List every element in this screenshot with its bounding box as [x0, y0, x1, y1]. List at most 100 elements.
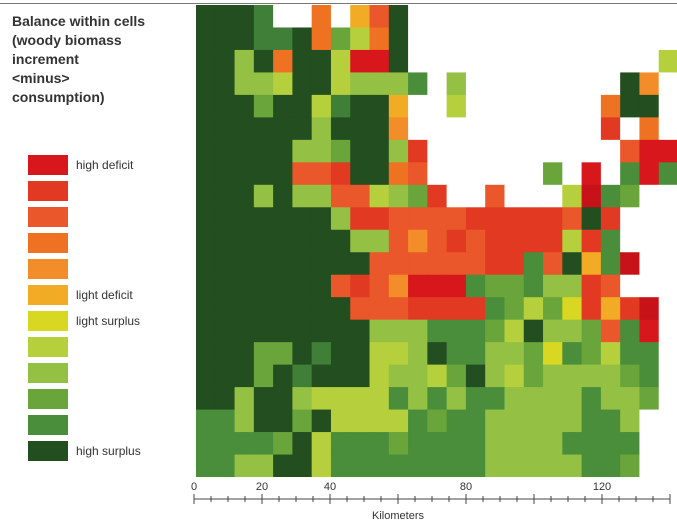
grid-cell — [273, 454, 293, 477]
grid-cell — [253, 319, 274, 343]
grid-cell — [330, 297, 351, 321]
grid-cell — [408, 319, 428, 343]
scale-tick-80: 80 — [459, 481, 473, 493]
grid-cell — [369, 27, 390, 51]
grid-cell — [408, 274, 428, 298]
grid-cell — [369, 72, 390, 96]
grid-cell — [350, 27, 371, 51]
grid-cell — [369, 5, 390, 28]
grid-cell — [292, 117, 313, 141]
grid-cell — [504, 162, 525, 186]
grid-cell — [639, 252, 660, 276]
grid-cell — [523, 184, 544, 208]
grid-cell — [504, 5, 525, 28]
grid-cell — [600, 184, 621, 208]
grid-cell — [369, 252, 390, 276]
grid-cell — [292, 252, 313, 276]
grid-cell — [215, 27, 236, 51]
grid-cell — [523, 49, 544, 73]
grid-cell — [253, 432, 274, 456]
grid-cell — [639, 72, 660, 96]
grid-cell — [427, 139, 448, 163]
grid-cell — [408, 252, 428, 276]
grid-cell — [427, 184, 448, 208]
grid-cell — [639, 5, 660, 28]
grid-cell — [562, 319, 583, 343]
grid-cell — [562, 72, 583, 96]
grid-cell — [465, 207, 486, 231]
grid-cell — [292, 454, 313, 477]
grid-cell — [215, 297, 236, 321]
grid-cell — [311, 387, 332, 411]
grid-cell — [485, 252, 505, 276]
grid-cell — [581, 117, 602, 141]
grid-cell — [600, 387, 621, 411]
grid-cell — [465, 409, 486, 433]
legend-item — [28, 337, 198, 359]
grid-cell — [273, 27, 293, 51]
grid-cell — [311, 139, 332, 163]
grid-cell — [253, 49, 274, 73]
grid-cell — [543, 162, 563, 186]
legend-swatch — [28, 415, 68, 435]
grid-cell — [196, 5, 216, 28]
grid-cell — [253, 229, 274, 253]
grid-cell — [234, 454, 255, 477]
grid-cell — [427, 162, 448, 186]
grid-cell — [330, 432, 351, 456]
grid-cell — [253, 297, 274, 321]
grid-cell — [485, 49, 505, 73]
grid-cell — [369, 139, 390, 163]
grid-cell — [196, 319, 216, 343]
grid-cell — [504, 342, 525, 366]
grid-cell — [465, 27, 486, 51]
grid-cell — [446, 454, 467, 477]
grid-cell — [543, 184, 563, 208]
scale-unit-label: Kilometers — [372, 510, 424, 522]
grid-cell — [581, 364, 602, 388]
grid-cell — [620, 49, 640, 73]
grid-cell — [600, 94, 621, 118]
grid-cell — [196, 162, 216, 186]
grid-cell — [215, 252, 236, 276]
grid-cell — [485, 342, 505, 366]
grid-cell — [427, 27, 448, 51]
top-rule — [0, 3, 677, 4]
grid-cell — [600, 274, 621, 298]
grid-cell — [465, 184, 486, 208]
grid-cell — [427, 364, 448, 388]
grid-cell — [543, 319, 563, 343]
grid-cell — [330, 5, 351, 28]
grid-cell — [408, 297, 428, 321]
grid-cell — [311, 162, 332, 186]
grid-cell — [600, 432, 621, 456]
grid-cell — [581, 5, 602, 28]
grid-cell — [330, 409, 351, 433]
grid-cell — [388, 297, 409, 321]
grid-cell — [388, 454, 409, 477]
legend-swatch — [28, 181, 68, 201]
grid-cell — [620, 207, 640, 231]
grid-cell — [253, 27, 274, 51]
grid-cell — [330, 387, 351, 411]
grid-cell — [388, 342, 409, 366]
grid-cell — [600, 364, 621, 388]
grid-cell — [600, 5, 621, 28]
grid-cell — [408, 229, 428, 253]
grid-cell — [504, 252, 525, 276]
grid-cell — [465, 72, 486, 96]
grid-cell — [658, 342, 677, 366]
grid-cell — [311, 27, 332, 51]
scale-tick-20: 20 — [255, 481, 269, 493]
grid-cell — [350, 117, 371, 141]
grid-cell — [408, 117, 428, 141]
grid-cell — [543, 207, 563, 231]
grid-cell — [658, 139, 677, 163]
grid-cell — [658, 319, 677, 343]
grid-cell — [427, 94, 448, 118]
grid-cell — [639, 184, 660, 208]
grid-cell — [253, 207, 274, 231]
grid-cell — [600, 409, 621, 433]
grid-cell — [562, 252, 583, 276]
grid-cell — [600, 252, 621, 276]
